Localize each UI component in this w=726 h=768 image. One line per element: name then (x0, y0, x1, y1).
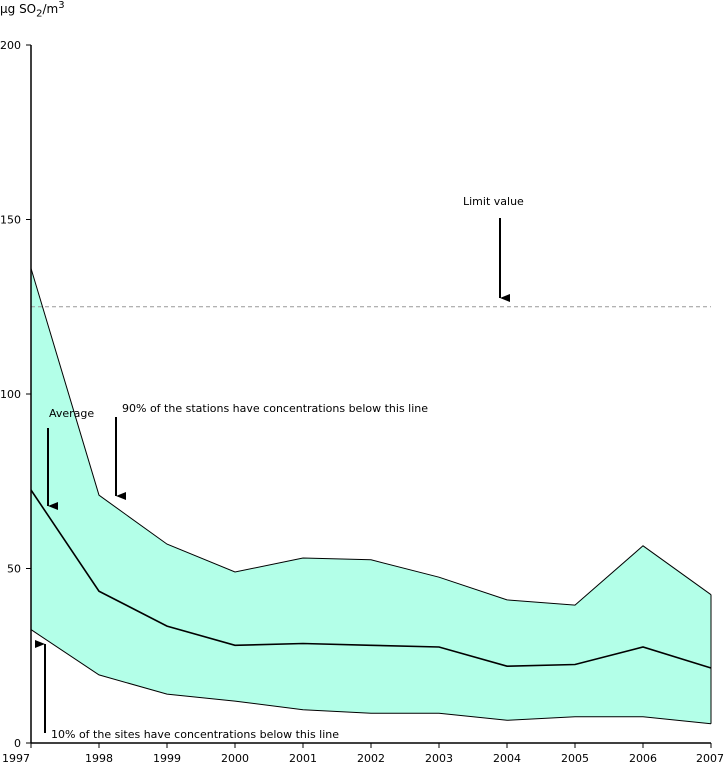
x-tick-label: 2004 (493, 752, 521, 765)
p10-p90-band (31, 268, 711, 724)
limit-value-annotation: Limit value (463, 195, 524, 208)
tick-labels: 0 50 100 150 200 1997 1998 1999 2000 2001 2002 2003… (0, 39, 724, 765)
p10-line (30, 629, 712, 725)
y-tick-label: 150 (0, 214, 21, 227)
x-tick-label: 2000 (221, 752, 249, 765)
x-tick-label: 2007 (696, 752, 724, 765)
x-tick-label: 1997 (2, 752, 30, 765)
p90-line (30, 268, 712, 606)
x-tick-label: 1998 (85, 752, 113, 765)
y-tick-label: 50 (7, 563, 21, 576)
average-annotation: Average (49, 407, 94, 420)
x-tick-label: 2006 (629, 752, 657, 765)
y-tick-label: 200 (0, 39, 21, 52)
x-tick-label: 2002 (357, 752, 385, 765)
y-tick-label: 100 (0, 388, 21, 401)
y-tick-label: 0 (14, 737, 21, 750)
p10-annotation: 10% of the sites have concentrations bel… (51, 728, 339, 741)
average-line (30, 489, 712, 669)
x-tick-label: 2003 (425, 752, 453, 765)
x-tick-label: 1999 (153, 752, 181, 765)
axes (26, 44, 712, 748)
p90-annotation: 90% of the stations have concentrations … (122, 402, 428, 415)
x-tick-label: 2001 (289, 752, 317, 765)
x-tick-label: 2005 (561, 752, 589, 765)
y-axis-label: µg SO2/m3 (0, 0, 65, 20)
